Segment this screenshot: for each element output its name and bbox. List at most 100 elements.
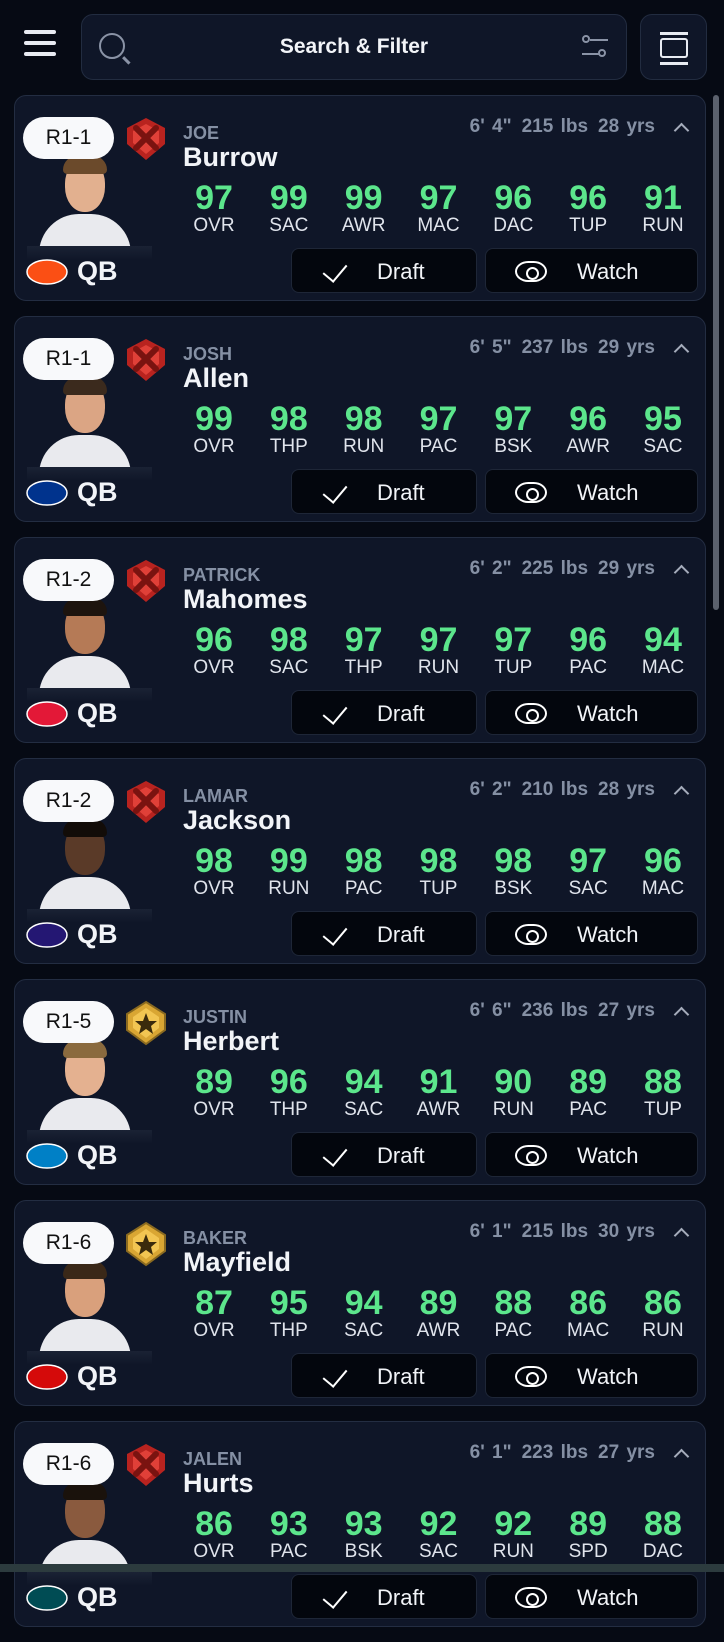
last-name: Allen	[183, 363, 250, 393]
stat-label: MAC	[567, 1320, 610, 1341]
age: 29 yrs	[598, 337, 655, 358]
stat: 86 RUN	[626, 1285, 700, 1341]
draft-button[interactable]: Draft	[291, 1132, 477, 1177]
stat: 94 SAC	[327, 1285, 401, 1341]
scrollbar[interactable]	[713, 95, 719, 610]
stat: 90 RUN	[476, 1064, 550, 1120]
stat: 97 BSK	[476, 401, 550, 457]
height: 6' 2"	[469, 558, 512, 579]
stat-value: 88	[644, 1063, 682, 1101]
measurements: 6' 2" 225 lbs 29 yrs	[460, 558, 655, 580]
stat: 98 BSK	[476, 843, 550, 899]
stat-value: 89	[195, 1063, 233, 1101]
weight: 215 lbs	[521, 116, 589, 137]
stat-value: 89	[569, 1063, 608, 1101]
search-label: Search & Filter	[279, 35, 429, 58]
stat-label: THP	[269, 1320, 308, 1341]
draft-button[interactable]: Draft	[291, 690, 477, 735]
draft-button[interactable]: Draft	[291, 469, 477, 514]
stat-value: 94	[644, 621, 682, 659]
stat-label: OVR	[193, 436, 235, 457]
age: 27 yrs	[598, 1442, 655, 1463]
watch-button[interactable]: Watch	[485, 1574, 698, 1619]
stat-value: 95	[644, 400, 682, 438]
eye-icon	[515, 1145, 547, 1166]
stat-value: 94	[344, 1063, 383, 1101]
stat-value: 97	[419, 400, 458, 438]
stats-row: 99 OVR 98 THP 98 RUN 97 PAC 97 BSK 96 AWR 95 SAC	[177, 401, 700, 457]
pick-badge: R1-1	[23, 117, 114, 159]
weight: 236 lbs	[521, 1000, 589, 1021]
chevron-up-icon[interactable]	[671, 1002, 691, 1022]
stat: 97 SAC	[551, 843, 625, 899]
player-card[interactable]: R1-2 QB LAMAR Jackson 6' 2" 210 lbs 28 yrs…	[14, 758, 706, 964]
chevron-up-icon[interactable]	[671, 560, 691, 580]
draft-button[interactable]: Draft	[291, 911, 477, 956]
chevron-up-icon[interactable]	[671, 1223, 691, 1243]
chevron-up-icon[interactable]	[671, 781, 691, 801]
player-list: R1-1 QB JOE Burrow 6' 4" 215 lbs 28 yrs 97…	[14, 95, 706, 1642]
draft-button[interactable]: Draft	[291, 248, 477, 293]
chevron-up-icon[interactable]	[671, 1444, 691, 1464]
age: 29 yrs	[598, 558, 655, 579]
player-card[interactable]: R1-5 QB JUSTIN Herbert 6' 6" 236 lbs 27 yr…	[14, 979, 706, 1185]
watch-button[interactable]: Watch	[485, 469, 698, 514]
height: 6' 2"	[469, 779, 512, 800]
search-icon	[99, 33, 125, 59]
player-card[interactable]: R1-2 QB PATRICK Mahomes 6' 2" 225 lbs 29 y…	[14, 537, 706, 743]
stat-label: THP	[344, 657, 383, 678]
stat-value: 96	[569, 621, 608, 659]
filter-sliders-icon[interactable]	[582, 34, 608, 60]
stat-label: DAC	[642, 1541, 684, 1562]
stat: 89 AWR	[401, 1285, 475, 1341]
player-card[interactable]: R1-1 QB JOE Burrow 6' 4" 215 lbs 28 yrs 97…	[14, 95, 706, 301]
player-card[interactable]: R1-6 QB BAKER Mayfield 6' 1" 215 lbs 30 yr…	[14, 1200, 706, 1406]
stat-value: 98	[269, 621, 308, 659]
stat-value: 98	[344, 400, 383, 438]
draft-button[interactable]: Draft	[291, 1353, 477, 1398]
stat-value: 96	[569, 400, 608, 438]
first-name: PATRICK	[183, 565, 261, 585]
stat: 96 PAC	[551, 622, 625, 678]
stat-label: SAC	[568, 878, 608, 899]
draft-button[interactable]: Draft	[291, 1574, 477, 1619]
stat-label: RUN	[492, 1099, 534, 1120]
age: 28 yrs	[598, 779, 655, 800]
tier-gold-icon	[123, 1000, 169, 1046]
stat-label: SAC	[269, 215, 309, 236]
eye-icon	[515, 482, 547, 503]
stat-label: PAC	[269, 1541, 308, 1562]
buccaneers-logo	[25, 1361, 69, 1393]
stat-value: 98	[269, 400, 308, 438]
stat-label: TUP	[643, 1099, 682, 1120]
chevron-up-icon[interactable]	[671, 339, 691, 359]
check-icon	[322, 1141, 348, 1167]
stat-label: BSK	[344, 1541, 383, 1562]
age: 27 yrs	[598, 1000, 655, 1021]
stat: 98 TUP	[401, 843, 475, 899]
stat-value: 92	[494, 1505, 533, 1543]
eye-icon	[515, 1366, 547, 1387]
stat-value: 98	[419, 842, 458, 880]
player-card[interactable]: R1-1 QB JOSH Allen 6' 5" 237 lbs 29 yrs 99…	[14, 316, 706, 522]
card-view-button[interactable]	[640, 14, 707, 80]
tier-red-icon	[123, 1442, 169, 1488]
tier-red-icon	[123, 558, 169, 604]
player-card[interactable]: R1-6 QB JALEN Hurts 6' 1" 223 lbs 27 yrs 8…	[14, 1421, 706, 1627]
stat-value: 96	[644, 842, 682, 880]
watch-button[interactable]: Watch	[485, 248, 698, 293]
stat-label: SAC	[344, 1320, 384, 1341]
stat-value: 93	[344, 1505, 383, 1543]
weight: 225 lbs	[521, 558, 589, 579]
watch-button[interactable]: Watch	[485, 1132, 698, 1177]
search-filter-bar[interactable]: Search & Filter	[81, 14, 627, 80]
card-view-icon	[660, 32, 688, 35]
watch-button[interactable]: Watch	[485, 1353, 698, 1398]
stat: 96 AWR	[551, 401, 625, 457]
watch-button[interactable]: Watch	[485, 911, 698, 956]
eye-icon	[515, 1587, 547, 1608]
watch-button[interactable]: Watch	[485, 690, 698, 735]
menu-icon[interactable]	[24, 30, 56, 60]
stat-label: MAC	[417, 215, 460, 236]
chevron-up-icon[interactable]	[671, 118, 691, 138]
